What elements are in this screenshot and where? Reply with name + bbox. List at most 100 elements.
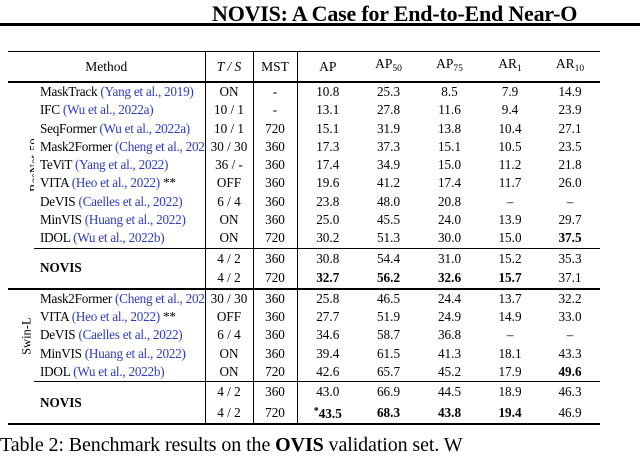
novis-gutter-cell xyxy=(8,248,34,290)
citation-link[interactable]: (Yang et al., 2019) xyxy=(100,84,194,99)
metric-value: 13.7 xyxy=(498,290,522,306)
backbone-label-cell: ResNet-50 xyxy=(8,82,34,248)
table-row: IDOL (Wu et al., 2022b) ON 720 42.6 65.7 45.2… xyxy=(8,362,600,382)
metric-value: 15.7 xyxy=(480,268,540,290)
method-name: MinVIS xyxy=(40,345,85,361)
metric-value: 20.8 xyxy=(437,193,462,209)
metric-value: 39.4 xyxy=(316,345,340,361)
metric-value: 14.9 xyxy=(498,308,522,324)
citation-link[interactable]: (Heo et al., 2022) xyxy=(71,175,160,191)
metric-value: 23.8 xyxy=(316,193,340,209)
novis-row: 4 / 2 720 32.7 56.2 32.6 15.7 37.1 xyxy=(8,268,600,290)
metric-value: 37.3 xyxy=(376,138,401,154)
novis-row: NOVIS 4 / 2 360 30.8 54.4 31.0 15.2 35.3 xyxy=(8,247,600,290)
metric-value: 25.8 xyxy=(316,290,340,306)
method-cell: MaskTrack (Yang et al., 2019) xyxy=(34,82,206,102)
citation-link[interactable]: (Heo et al., 2022) xyxy=(71,308,160,324)
metric-value: 15.2 xyxy=(480,247,540,269)
metric-value: 15.1 xyxy=(437,138,462,154)
metric-value: 15.0 xyxy=(437,157,462,173)
ts-value: 30 / 30 xyxy=(205,137,254,157)
ts-value: 10 / 1 xyxy=(205,119,254,138)
metric-value: 18.9 xyxy=(480,381,540,402)
citation-link[interactable]: (Wu et al., 2022b) xyxy=(73,363,165,379)
backbone-label: ResNet-50 xyxy=(27,138,34,193)
metric-value: 46.5 xyxy=(376,290,401,306)
metric-value: 43.8 xyxy=(437,404,462,420)
benchmark-table-wrap: Method T / S MST AP AP50 AP75 AR1 AR10 ResNet-50… xyxy=(8,51,600,426)
col-header-ts: T / S xyxy=(205,51,254,83)
metric-value: 15.0 xyxy=(498,230,522,246)
metric-value: 11.7 xyxy=(498,175,522,191)
metric-value: 21.8 xyxy=(558,157,582,173)
page-title: NOVIS: A Case for End-to-End Near-O xyxy=(212,1,578,26)
metric-value: 46.9 xyxy=(558,404,582,420)
method-cell: IDOL (Wu et al., 2022b) xyxy=(34,229,206,249)
ts-value: OFF xyxy=(205,174,254,193)
metric-subscript: 75 xyxy=(453,64,463,74)
metric-value: 66.9 xyxy=(358,381,419,402)
metric-value: 17.4 xyxy=(316,157,340,173)
col-header-ar1: AR1 xyxy=(480,51,540,83)
ts-value: 4 / 2 xyxy=(205,247,254,269)
metric-value: 51.3 xyxy=(376,230,401,246)
ts-value: 6 / 4 xyxy=(205,192,254,212)
metric-value: 24.9 xyxy=(437,308,462,324)
metric-value: 14.9 xyxy=(558,84,582,99)
benchmark-table: Method T / S MST AP AP50 AP75 AR1 AR10 ResNet-50… xyxy=(8,51,600,426)
method-cell: SeqFormer (Wu et al., 2022a) xyxy=(34,119,206,138)
caption-dataset-name: OVIS xyxy=(275,434,324,456)
mst-value: 360 xyxy=(253,344,298,363)
ts-value: ON xyxy=(205,229,254,249)
mst-value: 360 xyxy=(253,211,298,230)
novis-gutter-cell xyxy=(8,382,34,425)
metric-value: 54.4 xyxy=(358,247,419,269)
metric-value: 51.9 xyxy=(376,308,401,324)
ts-value: 4 / 2 xyxy=(205,381,254,402)
citation-link[interactable]: (Cheng et al., 2021) xyxy=(115,290,205,306)
novis-label-cell: NOVIS xyxy=(34,247,206,290)
mst-value: 360 xyxy=(253,247,298,269)
novis-label-cell: NOVIS xyxy=(34,381,206,425)
metric-value: 24.0 xyxy=(437,212,462,228)
citation-link[interactable]: (Wu et al., 2022a) xyxy=(99,120,190,136)
mst-value: 360 xyxy=(253,137,298,157)
metric-value: 11.6 xyxy=(438,102,461,118)
method-name: TeViT xyxy=(40,157,75,173)
method-name: IFC xyxy=(40,102,63,118)
ts-value: ON xyxy=(205,211,254,230)
method-name: IDOL xyxy=(40,363,74,379)
metric-value: 41.3 xyxy=(437,345,462,361)
citation-link[interactable]: (Caelles et al., 2022) xyxy=(78,327,183,343)
caption-prefix: Table 2: Benchmark results on the xyxy=(0,434,276,456)
citation-link[interactable]: (Wu et al., 2022b) xyxy=(73,230,165,246)
metric-value: 43.0 xyxy=(297,381,358,402)
metric-value: 68.3 xyxy=(376,404,401,420)
mst-value: 720 xyxy=(253,229,298,249)
citation-link[interactable]: (Wu et al., 2022a) xyxy=(62,102,154,118)
backbone-label: Swin-L xyxy=(19,316,34,355)
mst-value: 360 xyxy=(253,174,298,193)
metric-value: 25.3 xyxy=(376,84,401,99)
metric-subscript: 50 xyxy=(392,64,402,74)
best-result-asterisk: * xyxy=(313,405,319,417)
citation-link[interactable]: (Caelles et al., 2022) xyxy=(78,193,183,209)
citation-link[interactable]: (Huang et al., 2022) xyxy=(84,212,186,228)
mst-value: 360 xyxy=(253,288,298,308)
metric-value: 36.8 xyxy=(437,327,462,343)
metric-value: 13.1 xyxy=(316,102,340,118)
metric-value: 27.8 xyxy=(376,102,401,118)
col-header-ap: AP xyxy=(297,51,358,83)
mst-value: 360 xyxy=(253,156,298,175)
method-cell: Mask2Former (Cheng et al., 2021) xyxy=(34,288,206,308)
method-cell: TeViT (Yang et al., 2022) xyxy=(34,156,206,175)
metric-value: 25.0 xyxy=(316,212,340,228)
citation-link[interactable]: (Cheng et al., 2021) xyxy=(115,138,205,154)
metric-value: – xyxy=(506,327,514,343)
citation-link[interactable]: (Yang et al., 2022) xyxy=(75,157,169,173)
metric-name: AR xyxy=(498,56,517,71)
ts-value: 30 / 30 xyxy=(205,288,254,308)
metric-value: 23.5 xyxy=(558,138,582,154)
ts-value: ON xyxy=(205,82,254,102)
citation-link[interactable]: (Huang et al., 2022) xyxy=(84,345,186,361)
